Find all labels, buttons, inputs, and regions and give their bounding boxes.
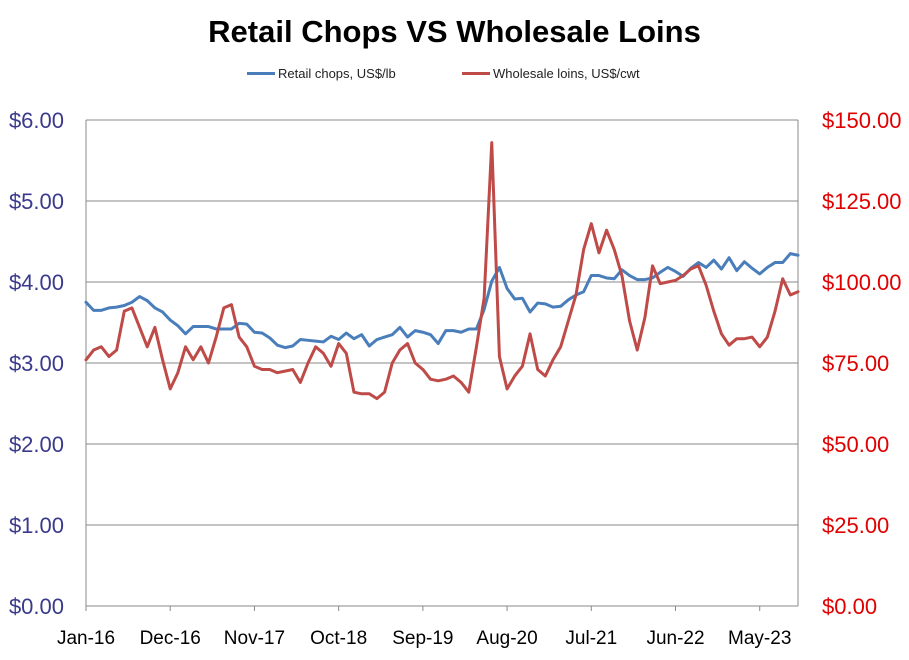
x-tick-label: Sep-19 <box>392 628 453 649</box>
x-tick-label: Oct-18 <box>310 628 367 649</box>
x-tick-label: Jun-22 <box>646 628 704 649</box>
legend-swatch-retail-chops <box>247 72 275 75</box>
left-tick-label: $2.00 <box>9 432 64 457</box>
x-tick-label: Jan-16 <box>57 628 115 649</box>
right-tick-label: $150.00 <box>822 108 902 133</box>
right-tick-label: $75.00 <box>822 351 889 376</box>
right-tick-label: $25.00 <box>822 513 889 538</box>
series-line-wholesale-loins <box>84 141 800 401</box>
right-tick-label: $50.00 <box>822 432 889 457</box>
legend-item-wholesale-loins: Wholesale loins, US$/cwt <box>462 66 640 81</box>
x-tick-label: Jul-21 <box>565 628 617 649</box>
chart-title: Retail Chops VS Wholesale Loins <box>208 14 701 49</box>
legend-swatch-wholesale-loins <box>462 72 490 75</box>
right-tick-label: $125.00 <box>822 189 902 214</box>
left-tick-label: $4.00 <box>9 270 64 295</box>
legend-item-retail-chops: Retail chops, US$/lb <box>247 66 396 81</box>
right-tick-label: $0.00 <box>822 594 877 619</box>
legend-label-retail-chops: Retail chops, US$/lb <box>278 66 396 81</box>
legend: Retail chops, US$/lb Wholesale loins, US… <box>0 66 909 84</box>
x-tick-label: May-23 <box>728 628 791 649</box>
legend-label-wholesale-loins: Wholesale loins, US$/cwt <box>493 66 640 81</box>
x-tick-label: Nov-17 <box>224 628 285 649</box>
left-tick-label: $3.00 <box>9 351 64 376</box>
left-tick-label: $5.00 <box>9 189 64 214</box>
x-tick-label: Dec-16 <box>140 628 201 649</box>
left-tick-label: $6.00 <box>9 108 64 133</box>
left-tick-label: $0.00 <box>9 594 64 619</box>
x-tick-label: Aug-20 <box>476 628 537 649</box>
left-tick-label: $1.00 <box>9 513 64 538</box>
right-tick-label: $100.00 <box>822 270 902 295</box>
series-line-retail-chops <box>84 252 800 350</box>
